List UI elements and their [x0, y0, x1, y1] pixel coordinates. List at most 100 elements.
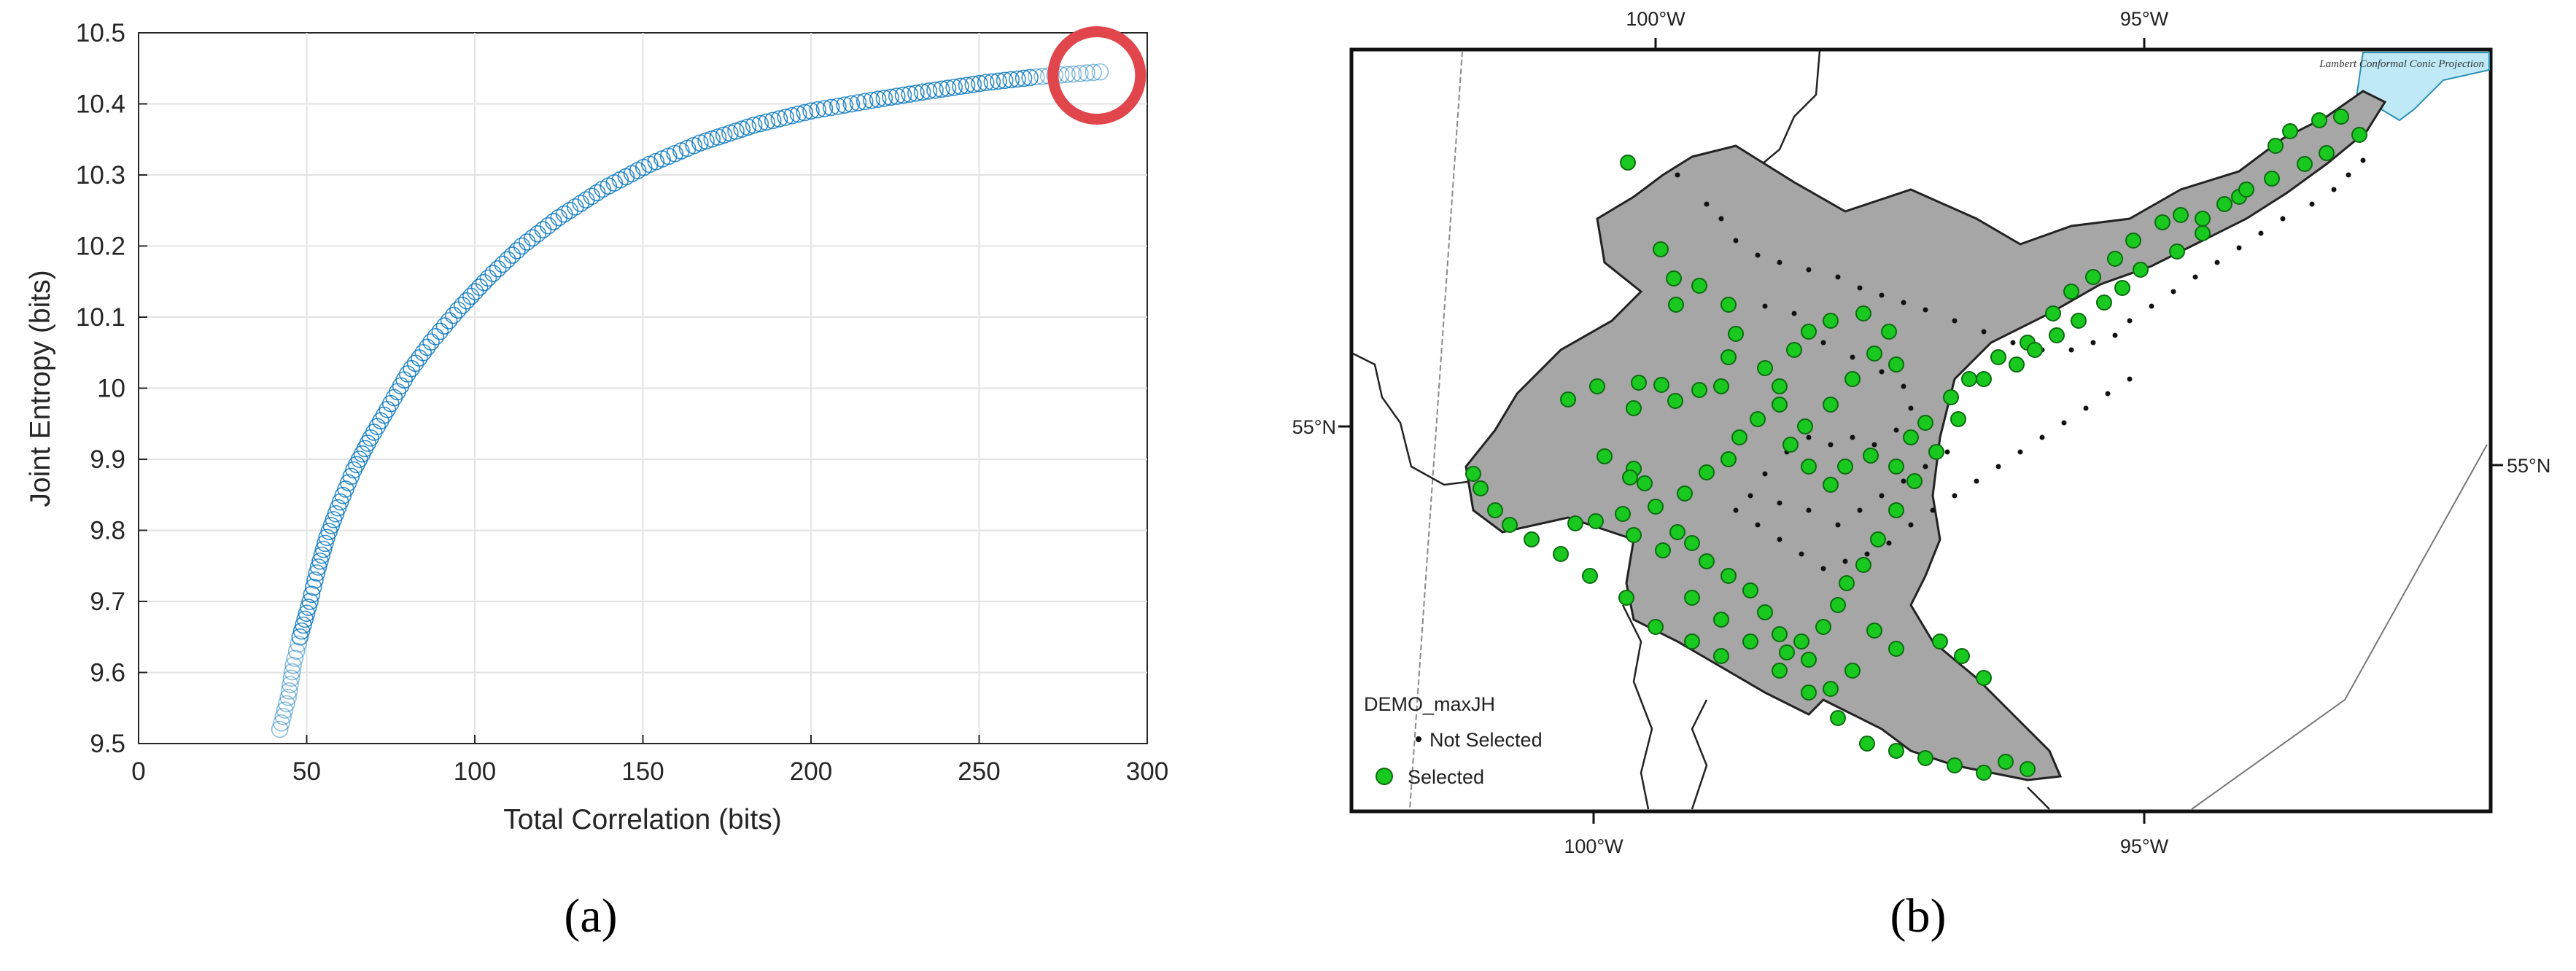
selected-station — [2319, 145, 2335, 161]
selected-station — [2282, 123, 2298, 139]
selected-station — [2173, 207, 2189, 223]
data-point — [308, 564, 326, 582]
data-point — [926, 81, 944, 99]
not-selected-station — [1747, 493, 1753, 499]
selected-station — [1801, 324, 1817, 340]
data-point — [470, 278, 489, 296]
legend-selected-label: Selected — [1408, 766, 1484, 788]
data-point — [856, 93, 874, 111]
graticule-line — [1409, 50, 1463, 810]
not-selected-station — [1879, 493, 1885, 499]
data-point — [913, 83, 931, 101]
not-selected-station — [1755, 252, 1761, 258]
not-selected-station — [1901, 300, 1906, 305]
not-selected-station — [1718, 216, 1724, 222]
data-point — [1078, 64, 1095, 82]
data-point — [284, 656, 302, 674]
data-point — [498, 251, 516, 269]
scatter-chart: 0 50 100 150 200 250 300 9.5 9.6 9.7 9.8 9.9 10 10.1… — [25, 19, 1168, 943]
selected-station — [1588, 513, 1604, 529]
data-point — [304, 578, 322, 596]
not-selected-station — [2010, 340, 2016, 346]
graticule-line — [2191, 444, 2488, 810]
selected-station — [1815, 619, 1831, 635]
not-selected-station — [2083, 405, 2089, 411]
data-point — [301, 593, 319, 610]
not-selected-station — [1893, 427, 1899, 433]
not-selected-station — [1806, 507, 1812, 513]
selected-station — [2264, 171, 2280, 187]
selected-station — [1502, 517, 1518, 533]
not-selected-station — [2112, 332, 2118, 338]
selected-station — [1801, 652, 1817, 668]
selected-station — [1567, 515, 1583, 531]
not-selected-station — [2061, 420, 2067, 426]
data-point — [815, 100, 834, 117]
data-point — [1071, 65, 1089, 82]
y-tick-label: 10.2 — [76, 233, 125, 261]
not-selected-station — [1981, 329, 1987, 335]
selected-station — [1830, 710, 1846, 726]
selected-station — [1855, 305, 1871, 321]
x-axis-label: Total Correlation (bits) — [503, 804, 781, 835]
data-point — [869, 90, 887, 109]
data-point — [274, 708, 292, 725]
data-point — [484, 265, 502, 282]
boundary-line — [1352, 352, 1474, 486]
y-tick-label: 9.8 — [90, 517, 125, 545]
data-point — [964, 76, 982, 93]
left-tick-55n: 55°N — [1292, 416, 1336, 438]
selected-station — [1888, 743, 1904, 759]
data-point — [1015, 69, 1033, 87]
data-point — [1085, 63, 1103, 82]
selected-station — [1903, 429, 1919, 445]
not-selected-station — [1842, 558, 1848, 564]
not-selected-station — [2309, 201, 2315, 207]
not-selected-station — [2236, 245, 2242, 251]
selected-station — [2154, 214, 2170, 230]
data-point — [440, 312, 458, 329]
selected-station — [1772, 397, 1788, 413]
legend-not-selected-marker — [1416, 736, 1421, 742]
selected-station — [1793, 633, 1809, 650]
data-point — [290, 635, 307, 653]
not-selected-station — [1828, 442, 1834, 448]
selected-station — [1597, 448, 1613, 464]
not-selected-station — [1879, 292, 1885, 298]
selected-station — [1976, 670, 1992, 686]
not-selected-station — [2090, 340, 2096, 346]
not-selected-station — [1806, 434, 1812, 440]
selected-station — [1772, 626, 1788, 642]
bottom-tick-100w: 100°W — [1564, 835, 1623, 857]
not-selected-station — [1952, 318, 1958, 324]
selected-station — [1631, 375, 1647, 391]
not-selected-station — [2346, 172, 2351, 178]
not-selected-station — [2360, 157, 2366, 163]
data-point — [431, 322, 449, 340]
not-selected-station — [1733, 238, 1739, 243]
selected-station — [1731, 429, 1747, 445]
not-selected-station — [1974, 478, 1979, 484]
data-point — [849, 94, 867, 112]
selected-station — [1666, 270, 1682, 286]
top-tick-100w: 100°W — [1626, 8, 1685, 30]
selected-station — [1720, 568, 1737, 584]
panel-b-map: 100°W 95°W 100°W 95°W 55°N 55°N Lambert … — [1254, 0, 2576, 971]
selected-station — [2020, 761, 2036, 777]
selected-station — [1669, 524, 1685, 540]
selected-station — [1691, 382, 1707, 398]
selected-station — [1626, 400, 1642, 416]
selected-station — [2297, 156, 2313, 172]
selected-station — [1618, 590, 1634, 606]
not-selected-station — [1733, 507, 1739, 513]
y-tick-label: 10.4 — [76, 90, 125, 119]
data-point — [458, 292, 476, 310]
selected-station — [1713, 612, 1729, 628]
selected-station — [1772, 663, 1788, 679]
selected-station — [1954, 648, 1970, 664]
not-selected-station — [2170, 289, 2176, 295]
selected-station — [1830, 597, 1846, 613]
x-tick-label: 250 — [958, 757, 1000, 786]
selected-station — [2096, 295, 2112, 311]
selected-station — [1677, 486, 1693, 502]
